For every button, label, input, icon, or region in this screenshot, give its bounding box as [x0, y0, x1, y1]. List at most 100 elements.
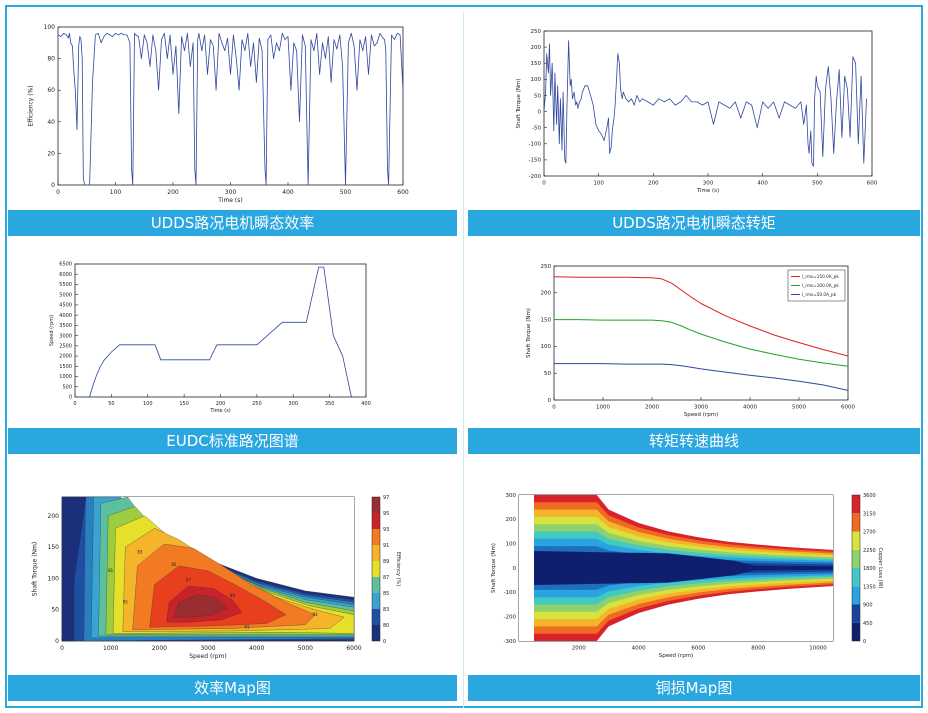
x-tick-label: 300 — [703, 181, 714, 187]
data-line — [75, 266, 352, 397]
x-tick-label: 500 — [812, 181, 823, 187]
y-tick-label: -200 — [504, 615, 517, 621]
x-tick-label: 400 — [757, 181, 768, 187]
x-tick-label: 3000 — [200, 645, 215, 652]
colorbar-tick-label: 1800 — [863, 566, 876, 572]
x-axis-label: Speed (rpm) — [684, 412, 718, 418]
colorbar-segment — [372, 529, 380, 545]
y-tick-label: 0 — [548, 398, 552, 404]
x-tick-label: 1000 — [596, 405, 610, 411]
x-tick-label: 0 — [542, 181, 546, 187]
data-line — [544, 40, 867, 167]
colorbar-segment — [852, 513, 860, 532]
y-tick-label: 100 — [541, 344, 552, 350]
y-tick-label: 2000 — [59, 354, 72, 360]
chart-udds-torque: 0 100 200 300 400 500 600 -200 -150 -100 -50 0 50 100… — [516, 29, 878, 194]
colorbar-tick-label: 900 — [863, 603, 873, 609]
colorbar-tick-label: 450 — [863, 621, 873, 627]
x-tick-label: 4000 — [632, 646, 646, 652]
caption-torque-speed: 转矩转速曲线 — [468, 428, 920, 454]
x-tick-label: 6000 — [691, 646, 705, 652]
y-tick-label: 200 — [531, 45, 542, 51]
x-tick-label: 150 — [179, 401, 189, 407]
y-tick-label: 1000 — [59, 374, 72, 380]
x-tick-label: 5000 — [298, 645, 313, 652]
y-tick-label: 500 — [62, 384, 72, 390]
chart-copper-loss-map: 2000 4000 6000 8000 10000-300-200-1000100200… — [491, 493, 883, 659]
legend-label: I_rms=150.0A_pk — [802, 274, 839, 279]
y-tick-label: 200 — [506, 517, 517, 523]
plot-lines — [58, 32, 403, 185]
x-tick-label: 0 — [552, 405, 556, 411]
y-tick-label: 100 — [531, 77, 542, 83]
y-tick-label: 100 — [44, 24, 56, 31]
y-tick-label: 0 — [513, 566, 517, 572]
colorbar-label: Efficiency (%) — [395, 552, 401, 586]
y-tick-label: 100 — [506, 542, 517, 548]
y-tick-label: -300 — [504, 639, 517, 645]
x-axis-label: Time (s) — [696, 188, 719, 194]
colorbar-tick-label: 80 — [383, 623, 389, 629]
y-tick-label: 200 — [48, 513, 60, 520]
series-line-1 — [554, 319, 848, 367]
x-tick-label: 0 — [73, 401, 76, 407]
y-tick-label: 0 — [538, 109, 542, 115]
y-tick-label: 5000 — [59, 292, 72, 298]
colorbar-segment — [372, 577, 380, 593]
y-tick-label: 40 — [47, 119, 55, 126]
x-tick-label: 500 — [340, 189, 352, 196]
y-tick-label: -100 — [529, 142, 542, 148]
x-tick-label: 2000 — [645, 405, 659, 411]
y-axis-label: Shaft Torque (Nm) — [31, 542, 38, 596]
colorbar-tick-label: 0 — [383, 639, 386, 645]
chart-torque-speed: 0 1000 2000 3000 4000 5000 6000 0 50 100 150 200 250… — [526, 264, 855, 418]
x-tick-label: 100 — [593, 181, 604, 187]
colorbar-segment — [372, 497, 380, 513]
x-tick-label: 200 — [648, 181, 659, 187]
plot-lines — [544, 40, 867, 167]
colorbar-segment — [372, 625, 380, 641]
colorbar-tick-label: 0 — [863, 639, 866, 645]
y-tick-label: 5500 — [59, 282, 72, 288]
x-tick-label: 1000 — [103, 645, 118, 652]
colorbar-segment — [372, 609, 380, 625]
colorbar-tick-label: 87 — [383, 575, 389, 581]
contour-region — [173, 594, 228, 618]
x-tick-label: 200 — [167, 189, 179, 196]
y-tick-label: 4500 — [59, 303, 72, 309]
x-tick-label: 2000 — [572, 646, 586, 652]
y-tick-label: 0 — [69, 395, 72, 401]
contour-label: 93 — [313, 612, 319, 617]
y-tick-label: 150 — [541, 317, 552, 323]
y-tick-label: 50 — [534, 93, 541, 99]
caption-efficiency-map: 效率Map图 — [8, 675, 457, 701]
colorbar-segment — [852, 622, 860, 641]
legend-label: I_rms=100.0A_pk — [802, 283, 839, 288]
y-tick-label: 50 — [51, 607, 59, 614]
y-tick-label: 100 — [48, 575, 60, 582]
plot-lines — [554, 276, 848, 391]
x-tick-label: 100 — [110, 189, 122, 196]
y-tick-label: 200 — [541, 291, 552, 297]
colorbar-tick-label: 83 — [383, 607, 389, 613]
y-tick-label: 150 — [48, 544, 60, 551]
x-axis-label: Speed (rpm) — [189, 653, 227, 660]
colorbar-frame — [371, 496, 381, 642]
y-tick-label: 4000 — [59, 313, 72, 319]
x-axis-label: Time (s) — [209, 408, 230, 414]
y-axis-label: Shaft Torque (Nm) — [491, 543, 497, 593]
colorbar-segment — [372, 545, 380, 561]
colorbar-tick-label: 95 — [383, 511, 389, 517]
x-tick-label: 6000 — [346, 645, 361, 652]
y-tick-label: 6000 — [59, 272, 72, 278]
colorbar-segment — [852, 604, 860, 623]
y-tick-label: -200 — [529, 174, 542, 180]
y-tick-label: 50 — [544, 371, 551, 377]
series-line-2 — [554, 363, 848, 391]
chart-efficiency-map: 0 1000 2000 3000 4000 5000 6000 0 50 100 150 200 Spe… — [31, 495, 401, 660]
y-axis-label: Shaft Torque (Nm) — [516, 79, 522, 129]
y-tick-label: 2500 — [59, 344, 72, 350]
contour-label: 83 — [137, 549, 143, 554]
y-tick-label: 0 — [55, 638, 59, 645]
